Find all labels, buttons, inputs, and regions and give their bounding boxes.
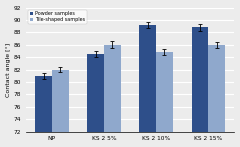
Bar <box>104 45 121 132</box>
Bar <box>35 76 52 132</box>
Bar <box>208 45 225 132</box>
Bar <box>139 25 156 132</box>
Bar <box>156 52 173 132</box>
Y-axis label: Contact angle [°]: Contact angle [°] <box>6 42 11 97</box>
Bar <box>52 70 69 132</box>
Bar <box>87 54 104 132</box>
Legend: Powder samples, Tile-shaped samples: Powder samples, Tile-shaped samples <box>28 10 86 24</box>
Bar <box>192 27 208 132</box>
